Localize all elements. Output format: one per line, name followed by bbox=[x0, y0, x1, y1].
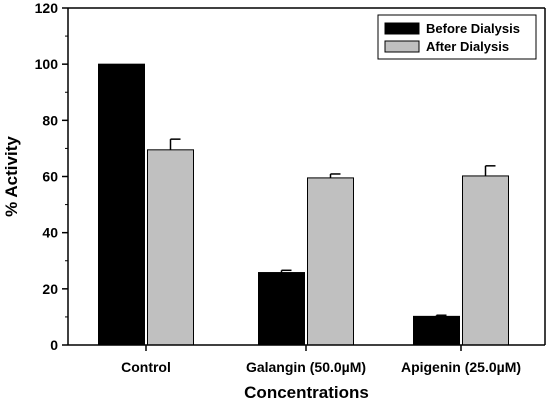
y-tick-label-20: 20 bbox=[42, 281, 58, 297]
y-axis-title: % Activity bbox=[2, 136, 21, 217]
y-tick-label-40: 40 bbox=[42, 225, 58, 241]
x-tick-label-apigenin-25-0-m: Apigenin (25.0µM) bbox=[401, 359, 521, 375]
bar-before-dialysis-control bbox=[98, 63, 145, 346]
legend-swatch-after-dialysis bbox=[384, 40, 420, 53]
bar-after-dialysis-apigenin-25-0-m bbox=[462, 175, 509, 346]
x-tick-label-galangin-50-0-m: Galangin (50.0µM) bbox=[246, 359, 366, 375]
legend-swatch-before-dialysis bbox=[384, 22, 420, 35]
bar-before-dialysis-galangin-50-0-m bbox=[258, 272, 305, 346]
y-tick-label-80: 80 bbox=[42, 112, 58, 128]
bar-after-dialysis-control bbox=[147, 149, 194, 346]
y-tick-label-120: 120 bbox=[35, 0, 59, 16]
y-tick-label-0: 0 bbox=[50, 337, 58, 353]
legend-label-before-dialysis: Before Dialysis bbox=[426, 21, 520, 36]
y-tick-label-60: 60 bbox=[42, 169, 58, 185]
bar-before-dialysis-apigenin-25-0-m bbox=[413, 315, 460, 346]
y-tick-label-100: 100 bbox=[35, 56, 59, 72]
x-tick-label-control: Control bbox=[121, 359, 171, 375]
bars-layer bbox=[98, 63, 509, 346]
error-bars-layer bbox=[169, 138, 496, 317]
legend: Before Dialysis After Dialysis bbox=[377, 14, 537, 60]
legend-label-after-dialysis: After Dialysis bbox=[426, 39, 509, 54]
x-axis-title: Concentrations bbox=[244, 383, 369, 402]
bar-after-dialysis-galangin-50-0-m bbox=[307, 177, 354, 346]
x-categories-layer: Control Galangin (50.0µM) Apigenin (25.0µM… bbox=[121, 359, 521, 375]
y-ticks-layer: 0 20 40 60 80 100 120 bbox=[35, 0, 462, 353]
